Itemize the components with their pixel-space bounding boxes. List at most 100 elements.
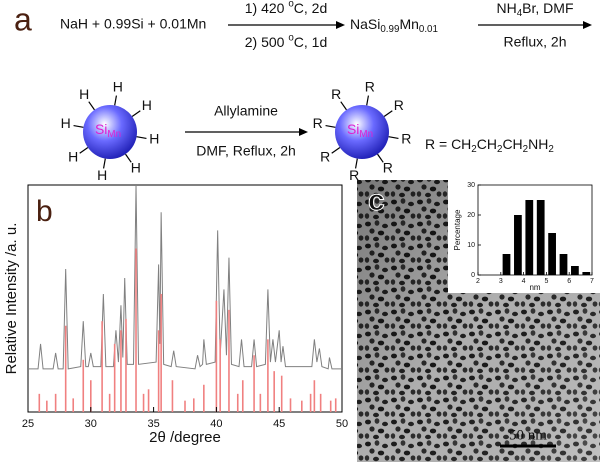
x-tick-label: 45 [273,418,285,430]
formula-part: Br, DMF [522,0,573,16]
bond [388,136,399,140]
panel-label: a [14,1,32,37]
formula-part: R = CH [425,136,471,152]
formula: 1) 420 oC, 2d [245,0,328,16]
substituent: H [79,86,89,102]
substituent: R [394,97,404,113]
substituent: H [113,78,123,94]
x-tick-label: 35 [147,418,159,430]
substituent: R [383,160,393,176]
y-axis-label: Relative Intensity /a. u. [3,223,20,375]
bar [514,215,522,275]
substituent: H [97,167,107,183]
bond [79,146,89,154]
formula: NaSi0.99Mn0.01 [350,16,438,35]
formula-part: NH [496,0,516,16]
nanoparticle [83,105,137,159]
bar [571,266,579,275]
formula-part: C, 2d [294,0,327,16]
bond [376,153,384,163]
bond [136,136,147,140]
substituent: H [131,160,141,176]
formula-part: 2 [523,144,528,155]
x-axis-label: nm [529,283,540,292]
bond [102,158,106,169]
bar [548,233,556,275]
bar [536,200,545,275]
formula-part: CH [502,136,522,152]
bond [325,124,336,128]
bond [383,110,393,118]
formula-part: C, 1d [294,34,327,50]
substituent: H [142,97,152,113]
y-tick-label: 30 [467,182,475,189]
x-tick-label: 25 [22,418,34,430]
scale-bar-label: 50 nm [509,427,547,443]
bar [582,272,591,275]
formula-part: 4 [517,8,523,19]
bond [340,101,348,111]
bar [502,254,511,275]
x-tick-label: 3 [499,278,503,285]
formula-part: 0.99 [380,24,399,35]
arrow-head [336,21,345,29]
substituent: R [401,131,411,147]
x-tick-label: 2 [476,278,480,285]
plot-frame [27,184,343,413]
formula: R = CH2CH2CH2NH2 [425,136,554,155]
substituent: R [313,115,323,131]
x-tick-label: 30 [85,418,97,430]
panel-label: b [36,195,53,228]
substituent: H [68,149,78,165]
nanoparticle [335,105,389,159]
formula-part: o [288,0,294,9]
xrd-trace [28,184,342,370]
formula-part: Mn [359,129,373,140]
x-tick-label: 50 [336,418,348,430]
substituent: R [320,149,330,165]
x-tick-label: 7 [590,278,594,285]
reactants: NaH + 0.99Si + 0.01Mn [60,16,206,32]
bond [114,95,118,106]
formula-part: Mn [107,129,121,140]
arrow-head [299,128,308,136]
substituent: R [349,167,359,183]
formula-part: NH [528,136,548,152]
bar [525,200,534,275]
formula-part: 1) 420 [245,0,289,16]
substituent: H [61,115,71,131]
bond [331,146,341,154]
bond [131,110,141,118]
formula: 2) 500 oC, 1d [245,32,328,50]
x-tick-label: 40 [210,418,222,430]
step-label: Allylamine [214,103,278,119]
y-tick-label: 0 [471,272,475,279]
formula-part: 0.01 [419,24,438,35]
inset-frame [477,184,593,276]
formula-part: CH [477,136,497,152]
x-axis-label: 2θ /degree [149,429,221,446]
substituent: R [365,78,375,94]
bond [124,153,132,163]
arrow-head [583,21,592,29]
x-tick-label: 6 [567,278,571,285]
formula-part: Si [347,121,359,137]
y-tick-label: 20 [467,212,475,219]
step-label: DMF, Reflux, 2h [196,143,296,159]
y-tick-label: 10 [467,242,475,249]
formula-part: 2) 500 [245,34,289,50]
bar [559,254,568,275]
bond [354,158,358,169]
step-label: Reflux, 2h [503,34,566,50]
panel-label: c [368,184,385,217]
bond [73,124,84,128]
formula-part: 2 [497,144,502,155]
formula-part: 2 [471,144,476,155]
substituent: R [331,86,341,102]
formula-part: 2 [548,144,553,155]
y-axis-label: Percentage [453,209,462,250]
x-tick-label: 4 [522,278,526,285]
formula-part: Mn [399,16,418,32]
